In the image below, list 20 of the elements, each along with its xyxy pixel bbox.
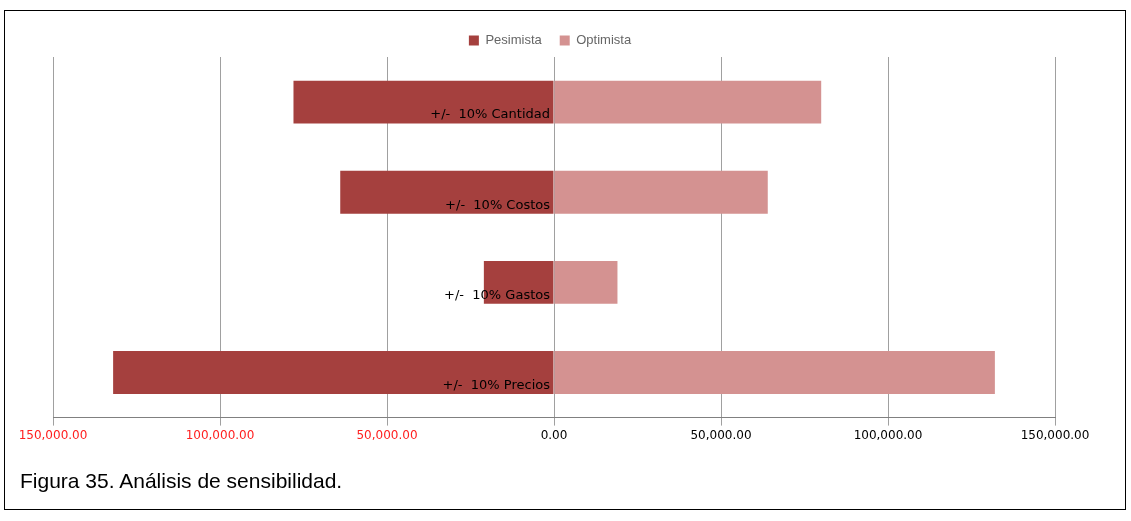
x-tick-label: 100,000.00 xyxy=(853,427,923,442)
bar xyxy=(340,170,554,214)
x-tick-label: 100,000.00 xyxy=(185,427,255,442)
legend-label: Pesimista xyxy=(485,32,543,48)
bar xyxy=(554,351,995,394)
text: Figura 35. Análisis de sensibilidad. xyxy=(20,469,343,493)
x-tick-label: 150,000.00 xyxy=(1020,427,1090,442)
bar xyxy=(554,170,768,214)
y-tick-label: +/- 10% Cantidad xyxy=(430,106,550,122)
y-tick-label: +/- 10% Costos xyxy=(445,196,551,212)
bar xyxy=(554,80,822,124)
x-tick-label: 0.00 xyxy=(540,427,568,442)
bar xyxy=(113,351,554,394)
legend-label: Optimista xyxy=(576,32,632,48)
bar xyxy=(554,260,618,304)
bar xyxy=(293,80,554,124)
x-tick-label: 50,000.00 xyxy=(356,427,418,442)
y-tick-label: +/- 10% Precios xyxy=(442,376,551,392)
x-tick-label: 50,000.00 xyxy=(690,427,752,442)
x-tick-label: 150,000.00 xyxy=(18,427,88,442)
